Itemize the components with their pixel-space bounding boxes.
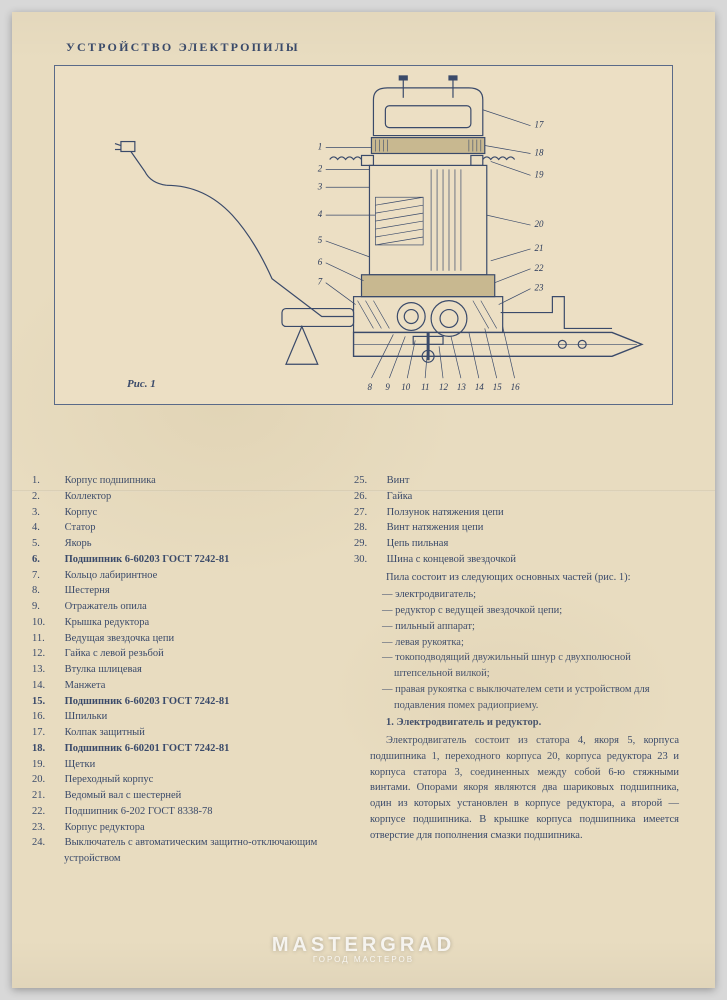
callout-3: 3 bbox=[317, 181, 323, 191]
right-column: 25. Винт26. Гайка27. Ползунок натяжения … bbox=[370, 473, 679, 867]
parts-list-item: 3. Корпус bbox=[48, 505, 348, 521]
callout-21: 21 bbox=[534, 243, 543, 253]
intro-paragraph: Пила состоит из следующих основных часте… bbox=[370, 570, 679, 586]
parts-list-item: 1. Корпус подшипника bbox=[48, 473, 348, 489]
callout-13: 13 bbox=[457, 382, 466, 392]
document-page: УСТРОЙСТВО ЭЛЕКТРОПИЛЫ bbox=[12, 12, 715, 988]
parts-list-item: 30. Шина с концевой звездочкой bbox=[370, 552, 679, 568]
parts-list-item: 2. Коллектор bbox=[48, 489, 348, 505]
parts-list-item: 11. Ведущая звездочка цепи bbox=[48, 631, 348, 647]
parts-list-item: 14. Манжета bbox=[48, 678, 348, 694]
callout-14: 14 bbox=[475, 382, 484, 392]
part-stator-hatch bbox=[375, 197, 423, 245]
callout-8: 8 bbox=[367, 382, 372, 392]
parts-list-item: 4. Статор bbox=[48, 520, 348, 536]
callout-7: 7 bbox=[318, 277, 323, 287]
parts-list-item: 13. Втулка шлицевая bbox=[48, 662, 348, 678]
callout-15: 15 bbox=[493, 382, 502, 392]
components-list: — электродвигатель;— редуктор с ведущей … bbox=[382, 587, 679, 713]
parts-list-item: 20. Переходный корпус bbox=[48, 772, 348, 788]
callout-5: 5 bbox=[318, 235, 323, 245]
parts-list-item: 21. Ведомый вал с шестерней bbox=[48, 788, 348, 804]
callout-2: 2 bbox=[318, 163, 323, 173]
callout-16: 16 bbox=[511, 382, 520, 392]
figure-caption: Рис. 1 bbox=[127, 378, 156, 390]
parts-list-right: 25. Винт26. Гайка27. Ползунок натяжения … bbox=[370, 473, 679, 568]
document-title: УСТРОЙСТВО ЭЛЕКТРОПИЛЫ bbox=[66, 40, 679, 55]
part-motor-body bbox=[369, 165, 486, 274]
parts-list-item: 10. Крышка редуктора bbox=[48, 615, 348, 631]
component-item: — электродвигатель; bbox=[382, 587, 679, 603]
parts-list-item: 22. Подшипник 6-202 ГОСТ 8338-78 bbox=[48, 804, 348, 820]
parts-list-item: 19. Щетки bbox=[48, 757, 348, 773]
chainsaw-schematic: 1 2 3 4 5 6 7 17 18 19 20 21 22 23 8 9 1… bbox=[55, 66, 672, 404]
callout-1: 1 bbox=[318, 142, 322, 152]
section-heading: 1. Электродвигатель и редуктор. bbox=[370, 715, 679, 731]
body-paragraph-1: Электродвигатель состоит из статора 4, я… bbox=[370, 733, 679, 843]
callout-6: 6 bbox=[318, 257, 323, 267]
component-item: — токоподводящий двужильный шнур с двухп… bbox=[382, 650, 679, 682]
callout-20: 20 bbox=[534, 219, 543, 229]
left-column: 1. Корпус подшипника2. Коллектор3. Корпу… bbox=[48, 473, 348, 867]
parts-list-left: 1. Корпус подшипника2. Коллектор3. Корпу… bbox=[48, 473, 348, 867]
callout-17: 17 bbox=[534, 120, 543, 130]
parts-list-item: 28. Винт натяжения цепи bbox=[370, 520, 679, 536]
left-handle-cord bbox=[115, 142, 354, 365]
part-transition bbox=[362, 275, 495, 297]
parts-list-item: 27. Ползунок натяжения цепи bbox=[370, 505, 679, 521]
part-brushes bbox=[330, 155, 515, 165]
right-bracket bbox=[501, 297, 612, 329]
part-armature bbox=[431, 169, 461, 270]
part-reducer bbox=[354, 297, 503, 333]
parts-list-item: 24. Выключатель с автоматическим защитно… bbox=[48, 835, 348, 867]
parts-list-item: 6. Подшипник 6-60203 ГОСТ 7242-81 bbox=[48, 552, 348, 568]
parts-list-item: 12. Гайка с левой резьбой bbox=[48, 646, 348, 662]
parts-list-item: 29. Цепь пильная bbox=[370, 536, 679, 552]
callout-leaders-bottom bbox=[371, 326, 514, 378]
component-item: — редуктор с ведущей звездочкой цепи; bbox=[382, 603, 679, 619]
component-item: — правая рукоятка с выключателем сети и … bbox=[382, 682, 679, 714]
text-columns: 1. Корпус подшипника2. Коллектор3. Корпу… bbox=[48, 473, 679, 867]
callout-11: 11 bbox=[421, 382, 429, 392]
part-gear-small bbox=[397, 303, 425, 331]
part-cap bbox=[373, 88, 482, 136]
component-item: — пильный аппарат; bbox=[382, 619, 679, 635]
parts-list-item: 8. Шестерня bbox=[48, 583, 348, 599]
callout-23: 23 bbox=[534, 283, 543, 293]
callout-9: 9 bbox=[385, 382, 390, 392]
parts-list-item: 5. Якорь bbox=[48, 536, 348, 552]
parts-list-item: 7. Кольцо лабиринтное bbox=[48, 568, 348, 584]
callout-4: 4 bbox=[318, 209, 323, 219]
figure-1-diagram: 1 2 3 4 5 6 7 17 18 19 20 21 22 23 8 9 1… bbox=[54, 65, 673, 405]
callout-19: 19 bbox=[534, 169, 543, 179]
parts-list-item: 17. Колпак защитный bbox=[48, 725, 348, 741]
parts-list-item: 26. Гайка bbox=[370, 489, 679, 505]
parts-list-item: 23. Корпус редуктора bbox=[48, 820, 348, 836]
top-screws bbox=[399, 76, 457, 98]
parts-list-item: 15. Подшипник 6-60203 ГОСТ 7242-81 bbox=[48, 694, 348, 710]
parts-list-item: 16. Шпильки bbox=[48, 709, 348, 725]
callout-18: 18 bbox=[534, 147, 543, 157]
part-gear-large bbox=[431, 301, 467, 337]
callout-22: 22 bbox=[534, 263, 543, 273]
parts-list-item: 18. Подшипник 6-60201 ГОСТ 7242-81 bbox=[48, 741, 348, 757]
parts-list-item: 9. Отражатель опила bbox=[48, 599, 348, 615]
component-item: — левая рукоятка; bbox=[382, 635, 679, 651]
parts-list-item: 25. Винт bbox=[370, 473, 679, 489]
callout-10: 10 bbox=[401, 382, 410, 392]
callout-12: 12 bbox=[439, 382, 448, 392]
